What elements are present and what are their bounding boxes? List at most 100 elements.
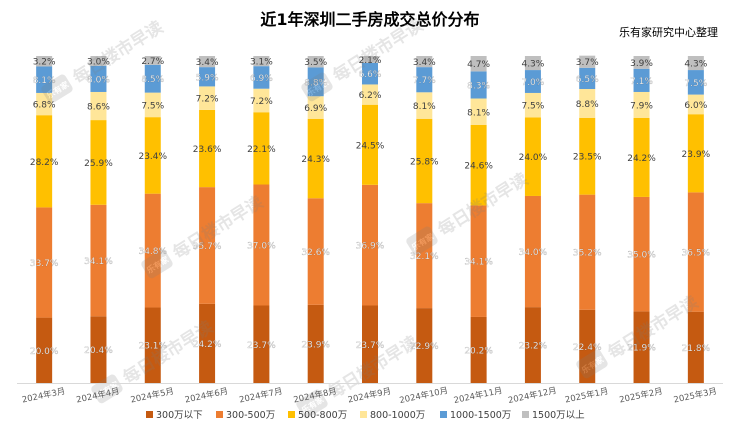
bar-segment [90, 316, 107, 383]
bar-segment [579, 194, 596, 310]
bar-segment [36, 56, 53, 67]
legend-item: 800-1000万 [360, 410, 425, 421]
data-label: 7.1% [630, 77, 653, 87]
data-label: 36.5% [682, 249, 711, 259]
data-label: 2.7% [141, 57, 164, 67]
data-label: 35.0% [627, 251, 656, 261]
data-label: 3.1% [250, 58, 273, 68]
bar-segment [687, 56, 704, 71]
data-label: 24.0% [519, 153, 548, 163]
bar-segment [633, 117, 650, 197]
data-label: 6.9% [250, 74, 273, 84]
data-label: 6.8% [33, 101, 56, 111]
bar-segment [90, 120, 107, 205]
bar-segment [253, 88, 270, 113]
data-label: 7.5% [141, 101, 164, 111]
bar-segment [36, 207, 53, 318]
watermark-logo [296, 389, 328, 419]
bar-segment [687, 311, 704, 383]
bar-segment [524, 70, 541, 93]
data-label: 35.2% [573, 249, 602, 259]
data-label: 6.9% [304, 104, 327, 114]
legend-item: 300-500万 [216, 410, 275, 421]
legend-swatch [216, 411, 223, 418]
bar-segment [416, 56, 433, 68]
bar-groups: 20.0% 33.7% 28.2% 6.8% 8.1% 3.2% 20.4% 34.1% 25.… [30, 55, 711, 383]
x-tick-label: 2024年12月 [507, 385, 558, 406]
x-tick-label: 2024年5月 [130, 386, 175, 406]
data-label: 23.7% [247, 341, 276, 351]
legend-label: 300-500万 [226, 410, 275, 421]
bar-segment [633, 196, 650, 312]
x-tick-label: 2024年7月 [238, 386, 283, 406]
data-label: 8.5% [141, 75, 164, 85]
data-label: 22.1% [247, 145, 276, 155]
bar-segment [36, 317, 53, 383]
legend-swatch [440, 411, 447, 418]
data-label: 25.8% [410, 157, 439, 167]
data-label: 4.7% [467, 60, 490, 70]
watermark-logo [91, 374, 123, 404]
bar-segment [362, 84, 378, 105]
bar-segment [687, 192, 704, 312]
data-label: 3.0% [87, 57, 110, 67]
x-tick-label: 2025年3月 [673, 386, 718, 406]
data-label: 3.4% [196, 58, 219, 68]
data-label: 34.1% [84, 257, 113, 267]
legend-label: 1000-1500万 [450, 410, 511, 421]
bar-segment [144, 117, 161, 194]
data-label: 36.9% [356, 242, 385, 252]
legend-label: 500-800万 [298, 410, 347, 421]
data-label: 24.2% [627, 154, 656, 164]
bar-group: 23.7% 37.0% 22.1% 7.2% 6.9% 3.1% [247, 56, 276, 383]
bar-segment [470, 71, 487, 99]
bar-group: 20.2% 34.1% 24.6% 8.1% 8.3% 4.7% [464, 56, 494, 383]
bar-segment [36, 66, 53, 93]
bar-segment [36, 92, 53, 116]
data-label: 8.6% [87, 103, 110, 113]
data-label: 34.8% [138, 247, 167, 257]
data-label: 21.9% [627, 344, 656, 354]
data-label: 6.6% [359, 70, 382, 80]
data-label: 37.0% [247, 242, 276, 252]
bar-segment [90, 65, 107, 92]
bar-segment [144, 92, 161, 118]
x-tick-label: 2024年3月 [21, 386, 66, 406]
data-label: 20.2% [464, 346, 493, 356]
bar-segment [470, 125, 487, 206]
data-label: 4.3% [684, 60, 707, 70]
bar-segment [579, 67, 596, 90]
x-tick-label: 2025年2月 [618, 386, 663, 406]
data-label: 4.3% [521, 60, 544, 70]
x-tick-label: 2024年11月 [453, 385, 504, 406]
bar-segment [633, 311, 650, 383]
bar-segment [633, 91, 650, 118]
data-label: 8.8% [304, 78, 327, 88]
bar-group: 21.8% 36.5% 23.9% 6.0% 7.5% 4.3% [681, 56, 711, 383]
bar-segment [416, 67, 433, 93]
bar-segment [144, 64, 161, 93]
data-label: 3.2% [33, 58, 56, 68]
bar-segment [579, 309, 596, 383]
source-note: 乐有家研究中心整理 [619, 25, 718, 39]
data-label: 23.7% [356, 341, 385, 351]
data-label: 34.0% [519, 248, 548, 258]
bar-group: 24.2% 35.7% 23.6% 7.2% 5.9% 3.4% [193, 56, 222, 383]
data-label: 21.8% [682, 344, 711, 354]
watermark-logo [576, 349, 608, 379]
bar-segment [144, 307, 161, 383]
watermark-logo [406, 226, 438, 256]
bar-group: 21.9% 35.0% 24.2% 7.9% 7.1% 3.9% [627, 56, 656, 383]
bar-segment [90, 56, 107, 66]
watermark-logo [301, 72, 333, 102]
bar-segment [362, 184, 378, 306]
legend-label: 1500万以上 [532, 410, 585, 421]
data-label: 28.2% [30, 158, 59, 168]
bar-segment [687, 114, 704, 193]
bar-segment [633, 56, 650, 69]
legend-label: 300万以下 [156, 410, 203, 421]
chart-title: 近1年深圳二手房成交总价分布 [260, 10, 479, 29]
data-label: 25.9% [84, 159, 113, 169]
data-label: 8.8% [576, 100, 599, 110]
data-label: 23.1% [138, 342, 167, 352]
